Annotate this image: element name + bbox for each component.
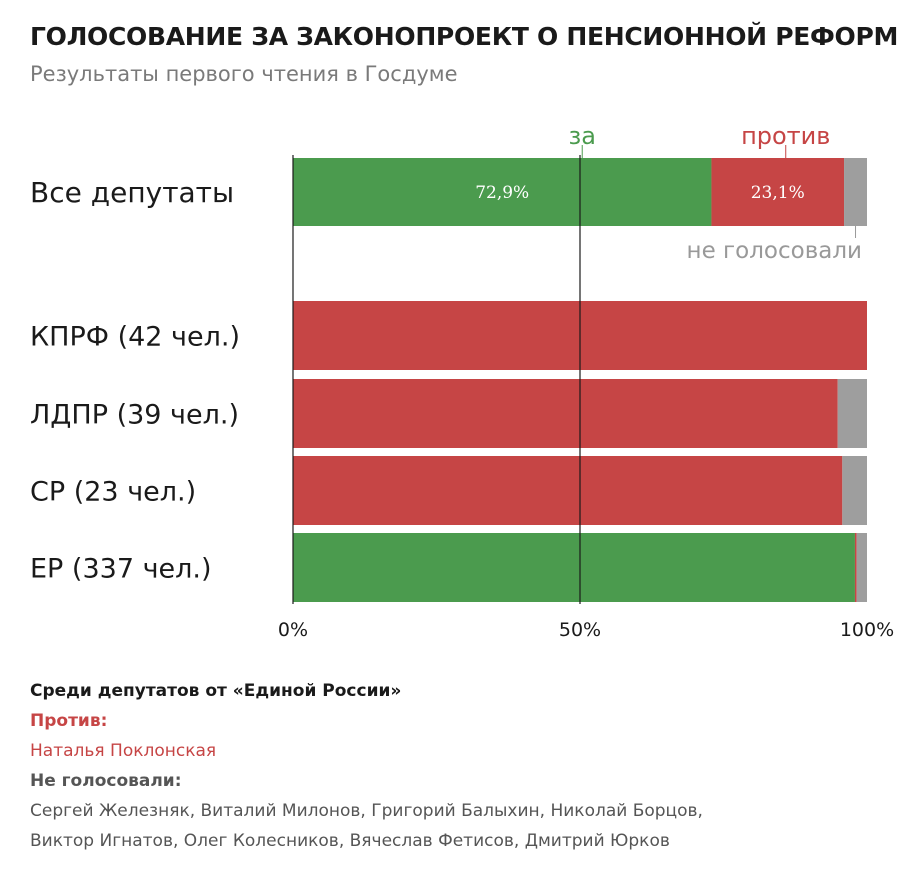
bar-segment-abstain xyxy=(856,533,867,602)
annotation-label-abstain: не голосовали xyxy=(687,238,862,264)
bar-segment-against xyxy=(711,158,845,226)
bar-segment-abstain xyxy=(837,379,867,448)
data-label-for: 72,9% xyxy=(475,183,529,203)
x-tick-label: 50% xyxy=(559,619,601,641)
stacked-bar-chart: Все депутаты КПРФ (42 чел.) ЛДПР (39 чел.)… xyxy=(30,122,894,641)
chart-title: ГОЛОСОВАНИЕ ЗА ЗАКОНОПРОЕКТ О ПЕНСИОННОЙ… xyxy=(30,22,900,51)
notes-abstain-names-1: Сергей Железняк, Виталий Милонов, Григор… xyxy=(30,801,703,821)
bar-segment-abstain xyxy=(844,158,867,226)
notes-abstain-names-2: Виктор Игнатов, Олег Колесников, Вячесла… xyxy=(30,831,670,851)
notes-heading: Среди депутатов от «Единой России» xyxy=(30,681,402,701)
x-tick-label: 100% xyxy=(840,619,894,641)
x-tick-label: 0% xyxy=(278,619,308,641)
category-label: Все депутаты xyxy=(30,176,234,209)
bar-segment-abstain xyxy=(842,456,867,525)
category-label: СР (23 чел.) xyxy=(30,477,196,508)
category-label: КПРФ (42 чел.) xyxy=(30,322,240,353)
data-label-against: 23,1% xyxy=(751,183,805,203)
bar-segment-against xyxy=(293,456,843,525)
annotation-label-for: за xyxy=(568,122,595,150)
chart-subtitle: Результаты первого чтения в Госдуме xyxy=(30,62,458,86)
notes-abstain-label: Не голосовали: xyxy=(30,771,182,791)
notes-against-label: Против: xyxy=(30,711,108,731)
bar-segment-against xyxy=(854,533,857,602)
notes-against-names: Наталья Поклонская xyxy=(30,741,217,761)
category-label: ЛДПР (39 чел.) xyxy=(30,400,239,431)
bar-segment-for xyxy=(293,533,855,602)
category-label: ЕР (337 чел.) xyxy=(30,554,212,585)
notes-block: Среди депутатов от «Единой России» Проти… xyxy=(30,676,870,856)
annotation-label-against: против xyxy=(741,122,830,150)
bar-segment-for xyxy=(293,158,712,226)
bar-segment-against xyxy=(293,379,838,448)
